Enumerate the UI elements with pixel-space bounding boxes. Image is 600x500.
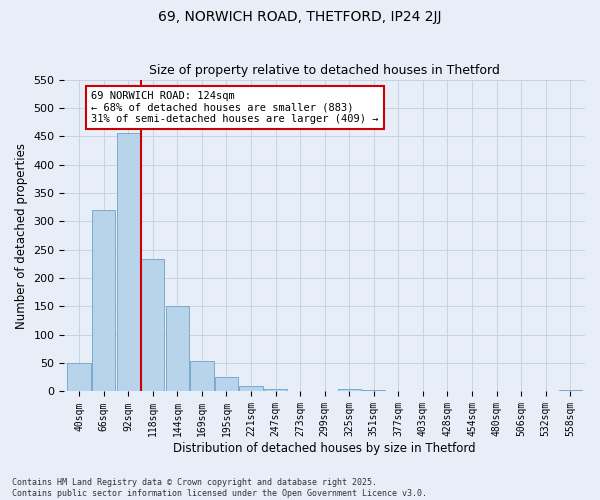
Bar [166, 306, 189, 392]
Bar [67, 363, 91, 392]
Text: Contains HM Land Registry data © Crown copyright and database right 2025.
Contai: Contains HM Land Registry data © Crown c… [12, 478, 427, 498]
Bar [215, 378, 238, 392]
Bar [92, 210, 115, 392]
Bar [559, 390, 582, 392]
Bar [190, 361, 214, 392]
Bar [239, 386, 263, 392]
Text: 69, NORWICH ROAD, THETFORD, IP24 2JJ: 69, NORWICH ROAD, THETFORD, IP24 2JJ [158, 10, 442, 24]
Text: 69 NORWICH ROAD: 124sqm
← 68% of detached houses are smaller (883)
31% of semi-d: 69 NORWICH ROAD: 124sqm ← 68% of detache… [91, 91, 379, 124]
Y-axis label: Number of detached properties: Number of detached properties [15, 142, 28, 328]
X-axis label: Distribution of detached houses by size in Thetford: Distribution of detached houses by size … [173, 442, 476, 455]
Bar [116, 134, 140, 392]
Bar [264, 388, 287, 392]
Bar [338, 388, 361, 392]
Bar [141, 260, 164, 392]
Title: Size of property relative to detached houses in Thetford: Size of property relative to detached ho… [149, 64, 500, 77]
Bar [362, 390, 385, 392]
